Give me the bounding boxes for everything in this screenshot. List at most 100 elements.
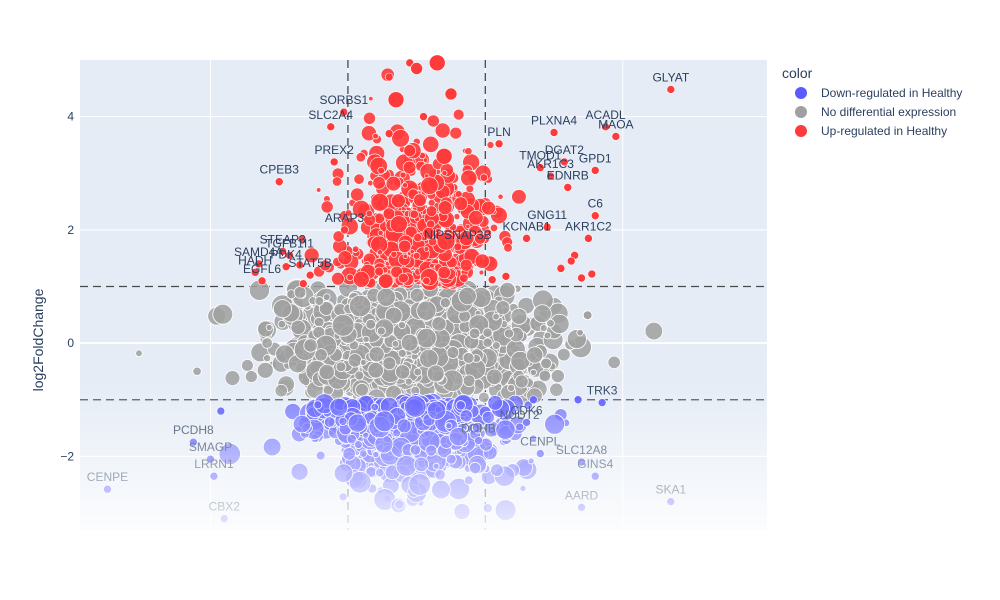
scatter-point-named	[577, 273, 586, 283]
scatter-point-up	[331, 272, 345, 286]
scatter-point-neutral	[538, 369, 552, 383]
scatter-point-named	[298, 279, 308, 288]
scatter-point-up	[384, 72, 394, 82]
scatter-point-up	[422, 135, 440, 153]
scatter-point-neutral	[265, 323, 273, 331]
scatter-point-up	[382, 207, 396, 220]
scatter-point-named	[274, 177, 284, 187]
scatter-point-up	[368, 96, 374, 102]
scatter-point-named	[339, 107, 349, 117]
scatter-point-up	[399, 171, 407, 179]
legend-entry-label: Up-regulated in Healthy	[821, 124, 947, 138]
scatter-point-neutral	[543, 331, 552, 340]
gene-label: SAMD4A	[234, 245, 283, 259]
scatter-point-named	[250, 268, 260, 277]
scatter-point-neutral	[510, 307, 528, 325]
gene-label: GPD1	[579, 151, 612, 165]
scatter-point-neutral	[400, 333, 419, 352]
scatter-point-named	[584, 234, 593, 243]
scatter-point-up	[453, 196, 468, 211]
y-tick-label: 4	[67, 110, 74, 124]
scatter-point-up	[481, 200, 496, 216]
scatter-point-up	[486, 141, 495, 149]
scatter-point-named	[281, 262, 291, 271]
scatter-point-up	[419, 112, 428, 121]
scatter-point-up	[427, 199, 436, 207]
gene-label: PLN	[487, 125, 510, 139]
scatter-point-named	[560, 157, 569, 167]
scatter-point-neutral	[395, 364, 411, 380]
bottom-fade	[80, 380, 767, 530]
gene-label: GLYAT	[652, 70, 689, 84]
scatter-point-up	[465, 184, 474, 194]
scatter-point-neutral	[318, 363, 335, 381]
scatter-point-named	[278, 247, 287, 256]
scatter-point-up	[474, 232, 487, 245]
scatter-point-up	[437, 265, 451, 280]
scatter-point-up	[444, 87, 458, 101]
gene-label: ACADL	[586, 108, 626, 122]
gene-label: TMOD1	[519, 149, 561, 163]
scatter-point-up	[402, 160, 417, 175]
scatter-point-neutral	[468, 327, 481, 340]
legend-marker	[795, 87, 807, 99]
scatter-point-neutral	[212, 303, 234, 325]
scatter-point-up	[474, 253, 490, 269]
y-axis-ticks: −2 0 2 4	[60, 110, 74, 464]
scatter-point-named	[305, 270, 315, 280]
scatter-point-up	[403, 144, 417, 157]
scatter-point-neutral	[526, 346, 544, 364]
scatter-point-up	[497, 193, 504, 200]
data-points	[103, 54, 676, 523]
scatter-point-neutral	[277, 319, 287, 329]
gene-label: AKR1C2	[565, 219, 612, 233]
scatter-point-up	[345, 209, 353, 217]
scatter-point-up	[374, 266, 384, 277]
scatter-point-up	[422, 227, 435, 240]
scatter-point-up	[355, 152, 366, 163]
scatter-point-named	[542, 222, 552, 232]
scatter-point-up	[297, 234, 307, 244]
scatter-point-neutral	[376, 326, 386, 336]
scatter-point-up	[449, 126, 463, 140]
scatter-point-neutral	[263, 354, 272, 363]
gene-label: EDNRB	[547, 168, 589, 182]
scatter-point-named	[535, 163, 545, 172]
scatter-point-up	[459, 258, 473, 272]
scatter-point-neutral	[397, 348, 407, 358]
scatter-point-named	[546, 171, 555, 181]
scatter-point-neutral	[241, 359, 254, 372]
legend: color Down-regulated in Healthy No differe…	[782, 65, 962, 138]
gene-label: DGAT2	[545, 143, 584, 157]
scatter-point-named	[494, 139, 504, 149]
scatter-point-neutral	[491, 341, 501, 350]
scatter-point-up	[391, 129, 410, 148]
gene-label: SORBS1	[319, 93, 368, 107]
gene-label: EGFL6	[243, 262, 281, 276]
scatter-point-up	[503, 243, 513, 253]
scatter-point-named	[295, 260, 305, 270]
scatter-point-up	[460, 169, 478, 187]
scatter-point-up	[459, 273, 469, 283]
scatter-point-up	[390, 250, 398, 258]
scatter-point-up	[412, 252, 421, 260]
gene-label: PLXNA4	[531, 113, 577, 127]
y-axis-title: log2FoldChange	[30, 288, 46, 391]
scatter-point-up	[441, 170, 448, 176]
gene-label: C6	[588, 197, 604, 211]
scatter-point-neutral	[492, 312, 500, 321]
gene-label: STEAP3	[260, 232, 306, 246]
scatter-point-up	[464, 147, 473, 156]
scatter-point-up	[398, 272, 409, 284]
scatter-point-up	[390, 193, 406, 209]
scatter-point-neutral	[384, 306, 403, 325]
scatter-point-neutral	[362, 335, 370, 343]
gene-label: KCNAB1	[503, 219, 551, 233]
scatter-point-neutral	[397, 321, 407, 330]
scatter-point-up	[346, 273, 354, 281]
gene-label: STAT5B	[288, 256, 332, 270]
scatter-point-neutral	[482, 327, 493, 338]
scatter-point-up	[387, 91, 405, 108]
legend-marker	[795, 125, 807, 137]
